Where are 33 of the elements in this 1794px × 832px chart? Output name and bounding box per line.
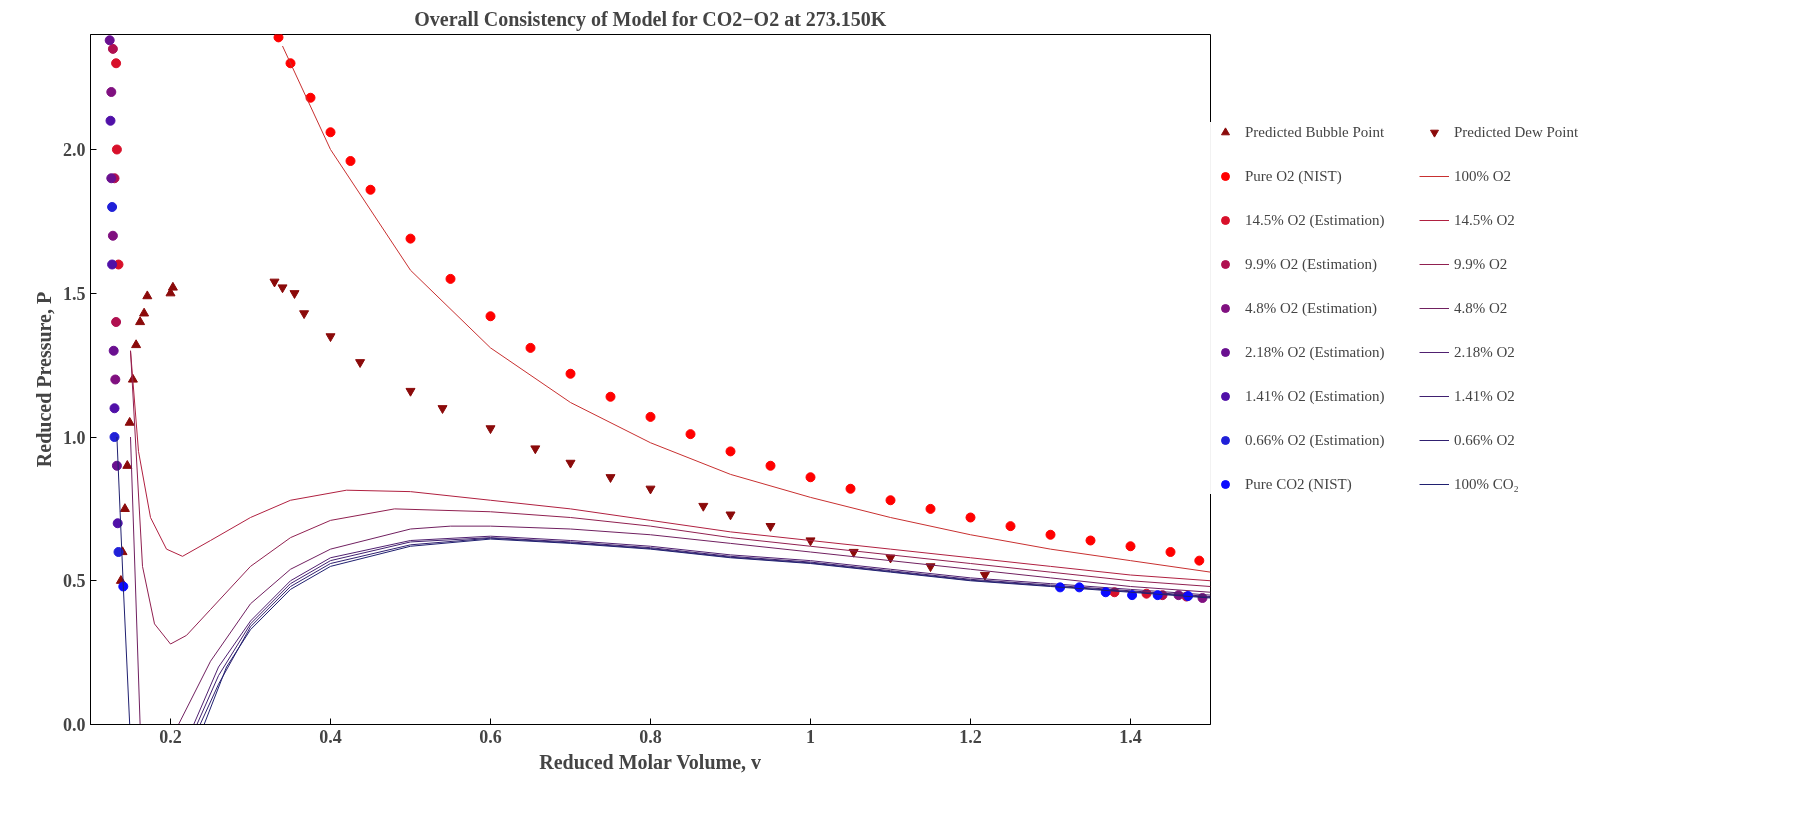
legend-label: 14.5% O2 (Estimation) [1245, 211, 1386, 229]
x-axis-title: Reduced Molar Volume, v [539, 750, 762, 773]
chart-title: Overall Consistency of Model for CO2−O2 at 273.150K [414, 7, 887, 31]
legend-label: 1.41% O2 (Estimation) [1245, 387, 1386, 405]
y-tick-label: 1.5 [63, 283, 86, 304]
legend-label: Pure O2 (NIST) [1245, 167, 1343, 185]
x-tick-label: 0.8 [639, 726, 662, 747]
x-tick-label: 1 [806, 726, 815, 747]
legend-label: Predicted Bubble Point [1245, 123, 1386, 141]
y-axis-title: Reduced Pressure, P [33, 291, 55, 468]
legend-label: 0.66% O2 [1454, 431, 1516, 449]
legend-label: Predicted Dew Point [1454, 123, 1580, 141]
legend-label: 14.5% O2 [1454, 211, 1516, 229]
y-tick-label: 1.0 [63, 427, 86, 448]
y-tick-label: 0.0 [63, 715, 86, 735]
legend-label: 2.18% O2 [1454, 343, 1516, 361]
legend-label: 2.18% O2 (Estimation) [1245, 343, 1386, 361]
x-tick-label: 1.4 [1119, 726, 1142, 747]
legend-label: 100% CO₂ [1454, 475, 1520, 493]
legend-label: 4.8% O2 (Estimation) [1245, 299, 1379, 317]
legend-label: 0.66% O2 (Estimation) [1245, 431, 1386, 449]
y-tick-label: 2.0 [63, 140, 86, 160]
legend-label: 100% O2 [1454, 167, 1513, 185]
x-tick-label: 0.2 [159, 726, 182, 747]
legend-label: 1.41% O2 [1454, 387, 1516, 405]
x-tick-label: 1.2 [959, 726, 982, 747]
legend-label: Pure CO2 (NIST) [1245, 475, 1353, 493]
y-tick-label: 0.5 [63, 571, 86, 592]
legend-label: 4.8% O2 [1454, 299, 1509, 317]
x-tick-label: 0.6 [479, 726, 502, 747]
legend-label: 9.9% O2 (Estimation) [1245, 255, 1379, 273]
legend-label: 9.9% O2 [1454, 255, 1509, 273]
x-tick-label: 0.4 [319, 726, 342, 747]
